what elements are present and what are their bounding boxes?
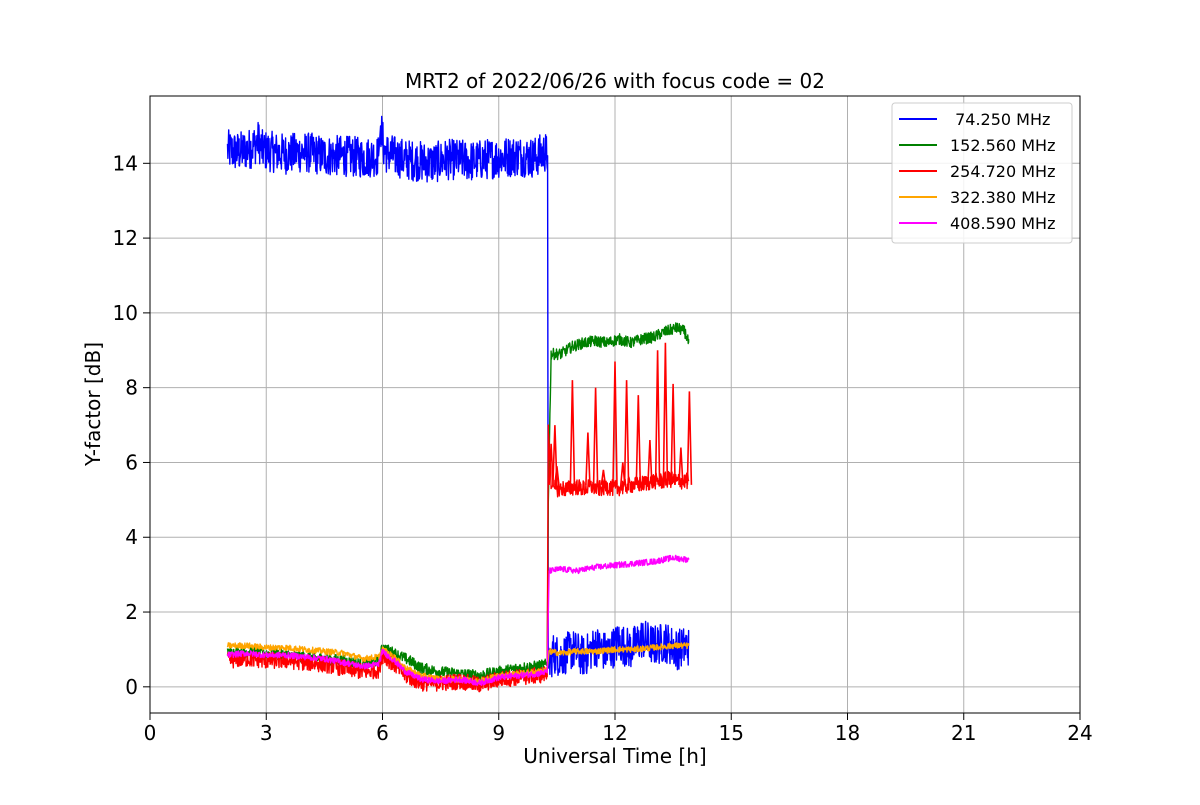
x-tick-label: 12: [602, 721, 627, 745]
spike-mark: [552, 425, 558, 485]
legend-box: [891, 102, 1073, 244]
series-line: [226, 115, 690, 678]
x-tick-label: 6: [376, 721, 389, 745]
legend-label: 408.590 MHz: [950, 214, 1055, 233]
spike-mark: [554, 466, 560, 485]
spike-mark: [623, 380, 630, 485]
y-tick-label: 10: [113, 301, 138, 325]
series-layer: [226, 115, 693, 693]
spike-mark: [678, 447, 684, 485]
y-tick-label: 0: [125, 675, 138, 699]
x-tick-label: 18: [835, 721, 860, 745]
spike-mark: [670, 383, 676, 485]
x-tick-label: 21: [951, 721, 976, 745]
series-4: [226, 554, 690, 686]
legend-label: 74.250 MHz: [950, 110, 1050, 129]
series-line: [226, 554, 690, 686]
spike-mark: [592, 387, 599, 485]
x-axis-label: Universal Time [h]: [523, 744, 706, 768]
y-axis-label: Y-factor [dB]: [81, 342, 105, 467]
series-0: [226, 115, 690, 678]
y-tick-label: 8: [125, 376, 138, 400]
y-tick-label: 6: [125, 450, 138, 474]
y-tick-label: 2: [125, 600, 138, 624]
spike-mark: [686, 391, 693, 485]
x-tick-label: 3: [260, 721, 273, 745]
y-tick-label: 4: [125, 525, 138, 549]
x-tick-label: 0: [144, 721, 157, 745]
legend-label: 254.720 MHz: [950, 162, 1055, 181]
spike-mark: [585, 432, 591, 485]
spike-mark: [548, 443, 554, 485]
spike-mark: [662, 342, 669, 485]
x-tick-label: 24: [1067, 721, 1092, 745]
legend: 74.250 MHz 152.560 MHz 254.720 MHz 322.380 …: [891, 102, 1073, 244]
spike-mark: [600, 469, 607, 486]
y-tick-label: 12: [113, 226, 138, 250]
chart-title: MRT2 of 2022/06/26 with focus code = 02: [405, 69, 825, 93]
x-tick-label: 15: [719, 721, 744, 745]
spike-mark: [635, 395, 642, 485]
spike-mark: [654, 350, 661, 485]
spike-mark: [612, 361, 618, 485]
spike-mark: [647, 439, 653, 485]
spike-mark: [569, 380, 576, 485]
x-tick-label: 9: [492, 721, 505, 745]
y-tick-label: 14: [113, 151, 138, 175]
legend-label: 152.560 MHz: [950, 136, 1055, 155]
legend-label: 322.380 MHz: [950, 188, 1055, 207]
